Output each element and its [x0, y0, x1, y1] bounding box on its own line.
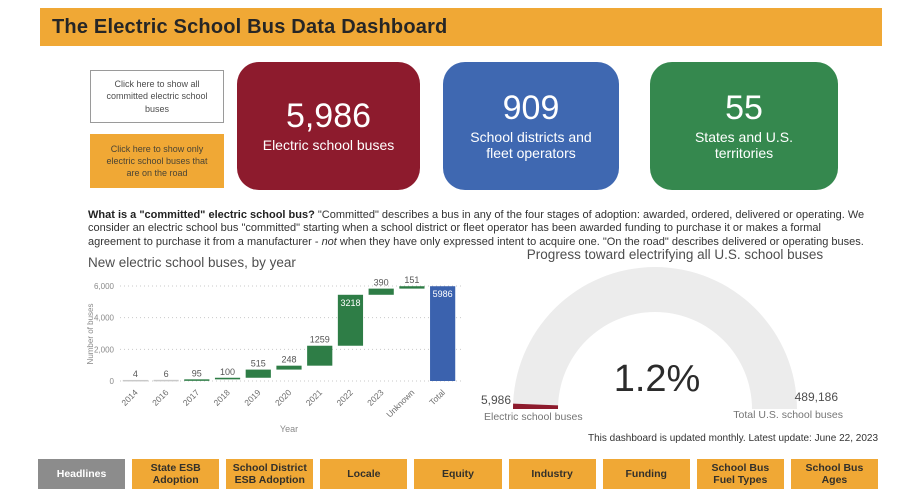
svg-text:2017: 2017	[181, 387, 202, 408]
kpi-card-electric-buses: 5,986 Electric school buses	[237, 62, 420, 190]
svg-text:6,000: 6,000	[94, 282, 115, 291]
show-all-committed-button[interactable]: Click here to show all committed electri…	[90, 70, 224, 123]
gauge-right-value: 489,186	[794, 390, 838, 404]
svg-text:Year: Year	[280, 424, 298, 434]
gauge-right-label: Total U.S. school buses	[733, 409, 843, 421]
svg-text:3218: 3218	[340, 298, 360, 308]
committed-definition-text: What is a "committed" electric school bu…	[88, 209, 865, 248]
svg-text:2021: 2021	[304, 387, 325, 408]
kpi-value-states: 55	[725, 88, 763, 127]
svg-text:6: 6	[164, 369, 169, 379]
svg-text:5986: 5986	[433, 289, 453, 299]
kpi-label-states: States and U.S. territories	[694, 129, 794, 162]
page-title: The Electric School Bus Data Dashboard	[52, 15, 448, 38]
kpi-label-electric-buses: Electric school buses	[262, 137, 395, 154]
svg-text:Number of buses: Number of buses	[86, 304, 95, 365]
show-on-road-button[interactable]: Click here to show only electric school …	[90, 134, 224, 188]
kpi-card-states: 55 States and U.S. territories	[650, 62, 838, 190]
svg-text:248: 248	[281, 355, 296, 365]
tab-locale[interactable]: Locale	[320, 459, 408, 489]
svg-text:4: 4	[133, 369, 138, 379]
kpi-value-electric-buses: 5,986	[285, 96, 372, 135]
tab-funding[interactable]: Funding	[602, 459, 690, 489]
kpi-value-districts: 909	[502, 88, 560, 127]
svg-text:2016: 2016	[150, 387, 171, 408]
waterfall-chart-title: New electric school buses, by year	[88, 255, 296, 270]
svg-text:1259: 1259	[310, 335, 330, 345]
bottom-tab-bar: Headlines State ESB Adoption School Dist…	[38, 459, 878, 489]
svg-text:2020: 2020	[273, 387, 294, 408]
svg-text:2018: 2018	[212, 387, 233, 408]
svg-text:100: 100	[220, 367, 235, 377]
tab-equity[interactable]: Equity	[414, 459, 502, 489]
gauge-chart-title: Progress toward electrifying all U.S. sc…	[526, 247, 824, 262]
svg-text:151: 151	[404, 275, 419, 285]
kpi-card-districts: 909 School districts and fleet operators	[443, 62, 619, 190]
update-note: This dashboard is updated monthly. Lates…	[587, 433, 878, 444]
svg-text:4,000: 4,000	[94, 314, 115, 323]
svg-text:515: 515	[251, 359, 266, 369]
gauge-left-label: Electric school buses	[484, 411, 583, 423]
tab-industry[interactable]: Industry	[508, 459, 596, 489]
dashboard-header: The Electric School Bus Data Dashboard	[40, 8, 882, 46]
svg-text:95: 95	[192, 368, 202, 378]
gauge-left-value: 5,986	[480, 393, 511, 407]
tab-school-district-esb-adoption[interactable]: School District ESB Adoption	[226, 459, 314, 489]
svg-text:390: 390	[374, 278, 389, 288]
gauge-percent-value: 1.2%	[613, 358, 701, 400]
tab-school-bus-fuel-types[interactable]: School Bus Fuel Types	[696, 459, 784, 489]
svg-text:0: 0	[110, 377, 115, 386]
gauge-arc	[513, 267, 797, 409]
tab-headlines[interactable]: Headlines	[38, 459, 126, 489]
svg-text:2023: 2023	[365, 387, 386, 408]
new-buses-by-year-waterfall-chart[interactable]: 0 2,000 4,000 6,000 Number of buses 4 2014 6 201…	[85, 268, 465, 440]
svg-text:Unknown: Unknown	[384, 387, 416, 419]
definition-lead: What is a "committed" electric school bu…	[88, 209, 315, 221]
svg-text:2019: 2019	[242, 387, 263, 408]
kpi-label-districts: School districts and fleet operators	[470, 129, 592, 162]
tab-school-bus-ages[interactable]: School Bus Ages	[790, 459, 878, 489]
svg-text:2014: 2014	[119, 387, 140, 408]
tab-state-esb-adoption[interactable]: State ESB Adoption	[132, 459, 220, 489]
progress-gauge-chart[interactable]: 1.2% 5,986 Electric school buses 489,186…	[460, 260, 880, 435]
svg-text:Total: Total	[427, 387, 447, 407]
svg-text:2,000: 2,000	[94, 345, 115, 354]
svg-text:2022: 2022	[334, 387, 355, 408]
